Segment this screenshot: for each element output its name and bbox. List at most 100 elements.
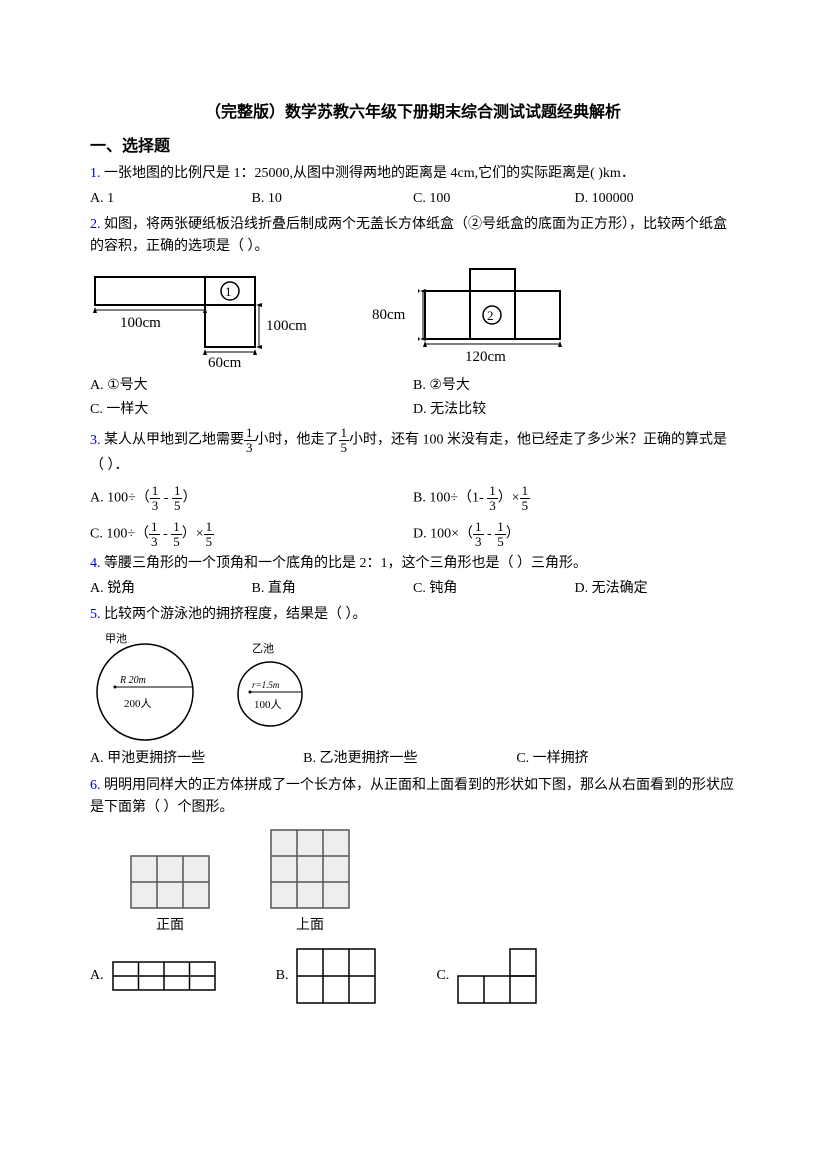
q1-number: 1. xyxy=(90,166,101,181)
q5-text: 比较两个游泳池的拥挤程度，结果是（ ）。 xyxy=(101,607,367,622)
q3b-1: B. 100÷（1- xyxy=(413,491,487,506)
page-title: （完整版）数学苏教六年级下册期末综合测试试题经典解析 xyxy=(90,100,736,126)
q4-text: 等腰三角形的一个顶角和一个底角的比是 2：1，这个三角形也是（ ）三角形。 xyxy=(101,556,588,571)
svg-text:120cm: 120cm xyxy=(465,349,506,365)
svg-text:100人: 100人 xyxy=(254,698,282,711)
question-3: 3. 某人从甲地到乙地需要13小时，他走了15小时，还有 100 米没有走，他已… xyxy=(90,426,736,550)
q5-opt-c: C. 一样拥挤 xyxy=(516,748,729,770)
q3a-3: ） xyxy=(182,491,196,506)
svg-text:1: 1 xyxy=(225,284,232,299)
q1-text: 一张地图的比例尺是 1：25000,从图中测得两地的距离是 4cm,它们的实际距… xyxy=(101,166,635,181)
q3-number: 3. xyxy=(90,433,101,448)
frac15e: 15 xyxy=(204,520,215,550)
q6-a-label: A. xyxy=(90,965,104,987)
q5-opt-a: A. 甲池更拥挤一些 xyxy=(90,748,303,770)
frac15f: 15 xyxy=(495,520,506,550)
q6-text: 明明用同样大的正方体拼成了一个长方体，从正面和上面看到的形状如下图，那么从右面看… xyxy=(90,778,734,815)
top-view-grid xyxy=(270,829,350,909)
q6-number: 6. xyxy=(90,778,101,793)
q3d-3: ） xyxy=(506,526,520,541)
section-heading: 一、选择题 xyxy=(90,134,736,160)
q2-number: 2. xyxy=(90,217,101,232)
frac-1-3-a: 13 xyxy=(244,426,255,456)
q6-b-label: B. xyxy=(276,965,289,987)
frac15c: 15 xyxy=(520,484,531,514)
q6-views: 正面 上面 xyxy=(130,829,736,937)
frac13e: 13 xyxy=(473,520,484,550)
q5-options: A. 甲池更拥挤一些 B. 乙池更拥挤一些 C. 一样拥挤 xyxy=(90,748,736,770)
q4-opt-a: A. 锐角 xyxy=(90,578,252,600)
q3-options-2: C. 100÷（13 - 15）×15 D. 100×（13 - 15） xyxy=(90,520,736,550)
q4-options: A. 锐角 B. 直角 C. 钝角 D. 无法确定 xyxy=(90,578,736,600)
q3-opt-a: A. 100÷（13 - 15） xyxy=(90,484,413,514)
question-6: 6. 明明用同样大的正方体拼成了一个长方体，从正面和上面看到的形状如下图，那么从… xyxy=(90,775,736,1004)
q4-opt-c: C. 钝角 xyxy=(413,578,575,600)
q2-opt-b: B. ②号大 xyxy=(413,375,736,397)
svg-text:200人: 200人 xyxy=(124,697,152,710)
q3-pre: 某人从甲地到乙地需要 xyxy=(101,432,245,447)
q3c-1: C. 100÷（ xyxy=(90,526,149,541)
q1-opt-a: A. 1 xyxy=(90,188,252,210)
q1-opt-c: C. 100 xyxy=(413,188,575,210)
q2-text: 如图，将两张硬纸板沿线折叠后制成两个无盖长方体纸盒（②号纸盒的底面为正方形），比… xyxy=(90,217,727,254)
svg-text:r=1.5m: r=1.5m xyxy=(252,680,280,690)
frac13b: 13 xyxy=(150,484,161,514)
frac15d: 15 xyxy=(171,520,182,550)
svg-text:2: 2 xyxy=(487,308,494,323)
q1-opt-b: B. 10 xyxy=(252,188,414,210)
q3c-3: ）× xyxy=(182,526,204,541)
q5-number: 5. xyxy=(90,607,101,622)
svg-text:100cm: 100cm xyxy=(266,318,307,334)
q2-figure1: 100cm 100cm 60cm 1 xyxy=(90,267,330,367)
svg-text:甲池: 甲池 xyxy=(105,632,127,645)
q2-figure2: 80cm 120cm 2 xyxy=(370,267,580,367)
q3a-2: - xyxy=(160,491,172,506)
q6-c-label: C. xyxy=(436,965,449,987)
q6-b-grid xyxy=(296,948,376,1004)
top-view: 上面 xyxy=(270,829,350,937)
q3-options-1: A. 100÷（13 - 15） B. 100÷（1- 13）×15 xyxy=(90,484,736,514)
front-view: 正面 xyxy=(130,855,210,937)
svg-text:乙池: 乙池 xyxy=(252,642,274,655)
q3b-2: ）× xyxy=(498,491,520,506)
q4-opt-b: B. 直角 xyxy=(252,578,414,600)
q6-a-grid xyxy=(112,961,216,991)
q4-opt-d: D. 无法确定 xyxy=(575,578,737,600)
q3-opt-c: C. 100÷（13 - 15）×15 xyxy=(90,520,413,550)
pool-1: 甲池 R 20m 200人 xyxy=(90,632,200,742)
q3d-1: D. 100×（ xyxy=(413,526,473,541)
q1-opt-d: D. 100000 xyxy=(575,188,737,210)
svg-text:60cm: 60cm xyxy=(208,355,242,367)
q2-options-2: C. 一样大 D. 无法比较 xyxy=(90,399,736,421)
question-5: 5. 比较两个游泳池的拥挤程度，结果是（ ）。 甲池 R 20m 200人 乙池… xyxy=(90,604,736,771)
q6-options: A. B. C. xyxy=(90,948,736,1004)
q5-figures: 甲池 R 20m 200人 乙池 r=1.5m 100人 xyxy=(90,632,736,742)
q6-opt-b: B. xyxy=(276,948,377,1004)
frac13c: 13 xyxy=(487,484,498,514)
q3-opt-d: D. 100×（13 - 15） xyxy=(413,520,736,550)
q2-options-1: A. ①号大 B. ②号大 xyxy=(90,375,736,397)
q5-opt-b: B. 乙池更拥挤一些 xyxy=(303,748,516,770)
q6-opt-a: A. xyxy=(90,961,216,991)
pool-2: 乙池 r=1.5m 100人 xyxy=(230,642,310,732)
svg-text:100cm: 100cm xyxy=(120,315,161,331)
svg-text:R 20m: R 20m xyxy=(119,675,146,686)
q3-opt-b: B. 100÷（1- 13）×15 xyxy=(413,484,736,514)
q4-number: 4. xyxy=(90,556,101,571)
q2-figures: 100cm 100cm 60cm 1 80cm 120cm xyxy=(90,267,736,367)
q2-opt-a: A. ①号大 xyxy=(90,375,413,397)
q3a-1: A. 100÷（ xyxy=(90,491,150,506)
frac15b: 15 xyxy=(172,484,183,514)
q1-options: A. 1 B. 10 C. 100 D. 100000 xyxy=(90,188,736,210)
question-1: 1. 一张地图的比例尺是 1：25000,从图中测得两地的距离是 4cm,它们的… xyxy=(90,163,736,210)
q2-opt-c: C. 一样大 xyxy=(90,399,413,421)
frac13d: 13 xyxy=(149,520,160,550)
question-4: 4. 等腰三角形的一个顶角和一个底角的比是 2：1，这个三角形也是（ ）三角形。… xyxy=(90,553,736,600)
q6-opt-c: C. xyxy=(436,948,537,1004)
top-label: 上面 xyxy=(270,915,350,937)
q2-opt-d: D. 无法比较 xyxy=(413,399,736,421)
question-2: 2. 如图，将两张硬纸板沿线折叠后制成两个无盖长方体纸盒（②号纸盒的底面为正方形… xyxy=(90,214,736,422)
svg-text:80cm: 80cm xyxy=(372,307,406,323)
q3c-2: - xyxy=(160,526,172,541)
frac-1-5-a: 15 xyxy=(339,426,350,456)
